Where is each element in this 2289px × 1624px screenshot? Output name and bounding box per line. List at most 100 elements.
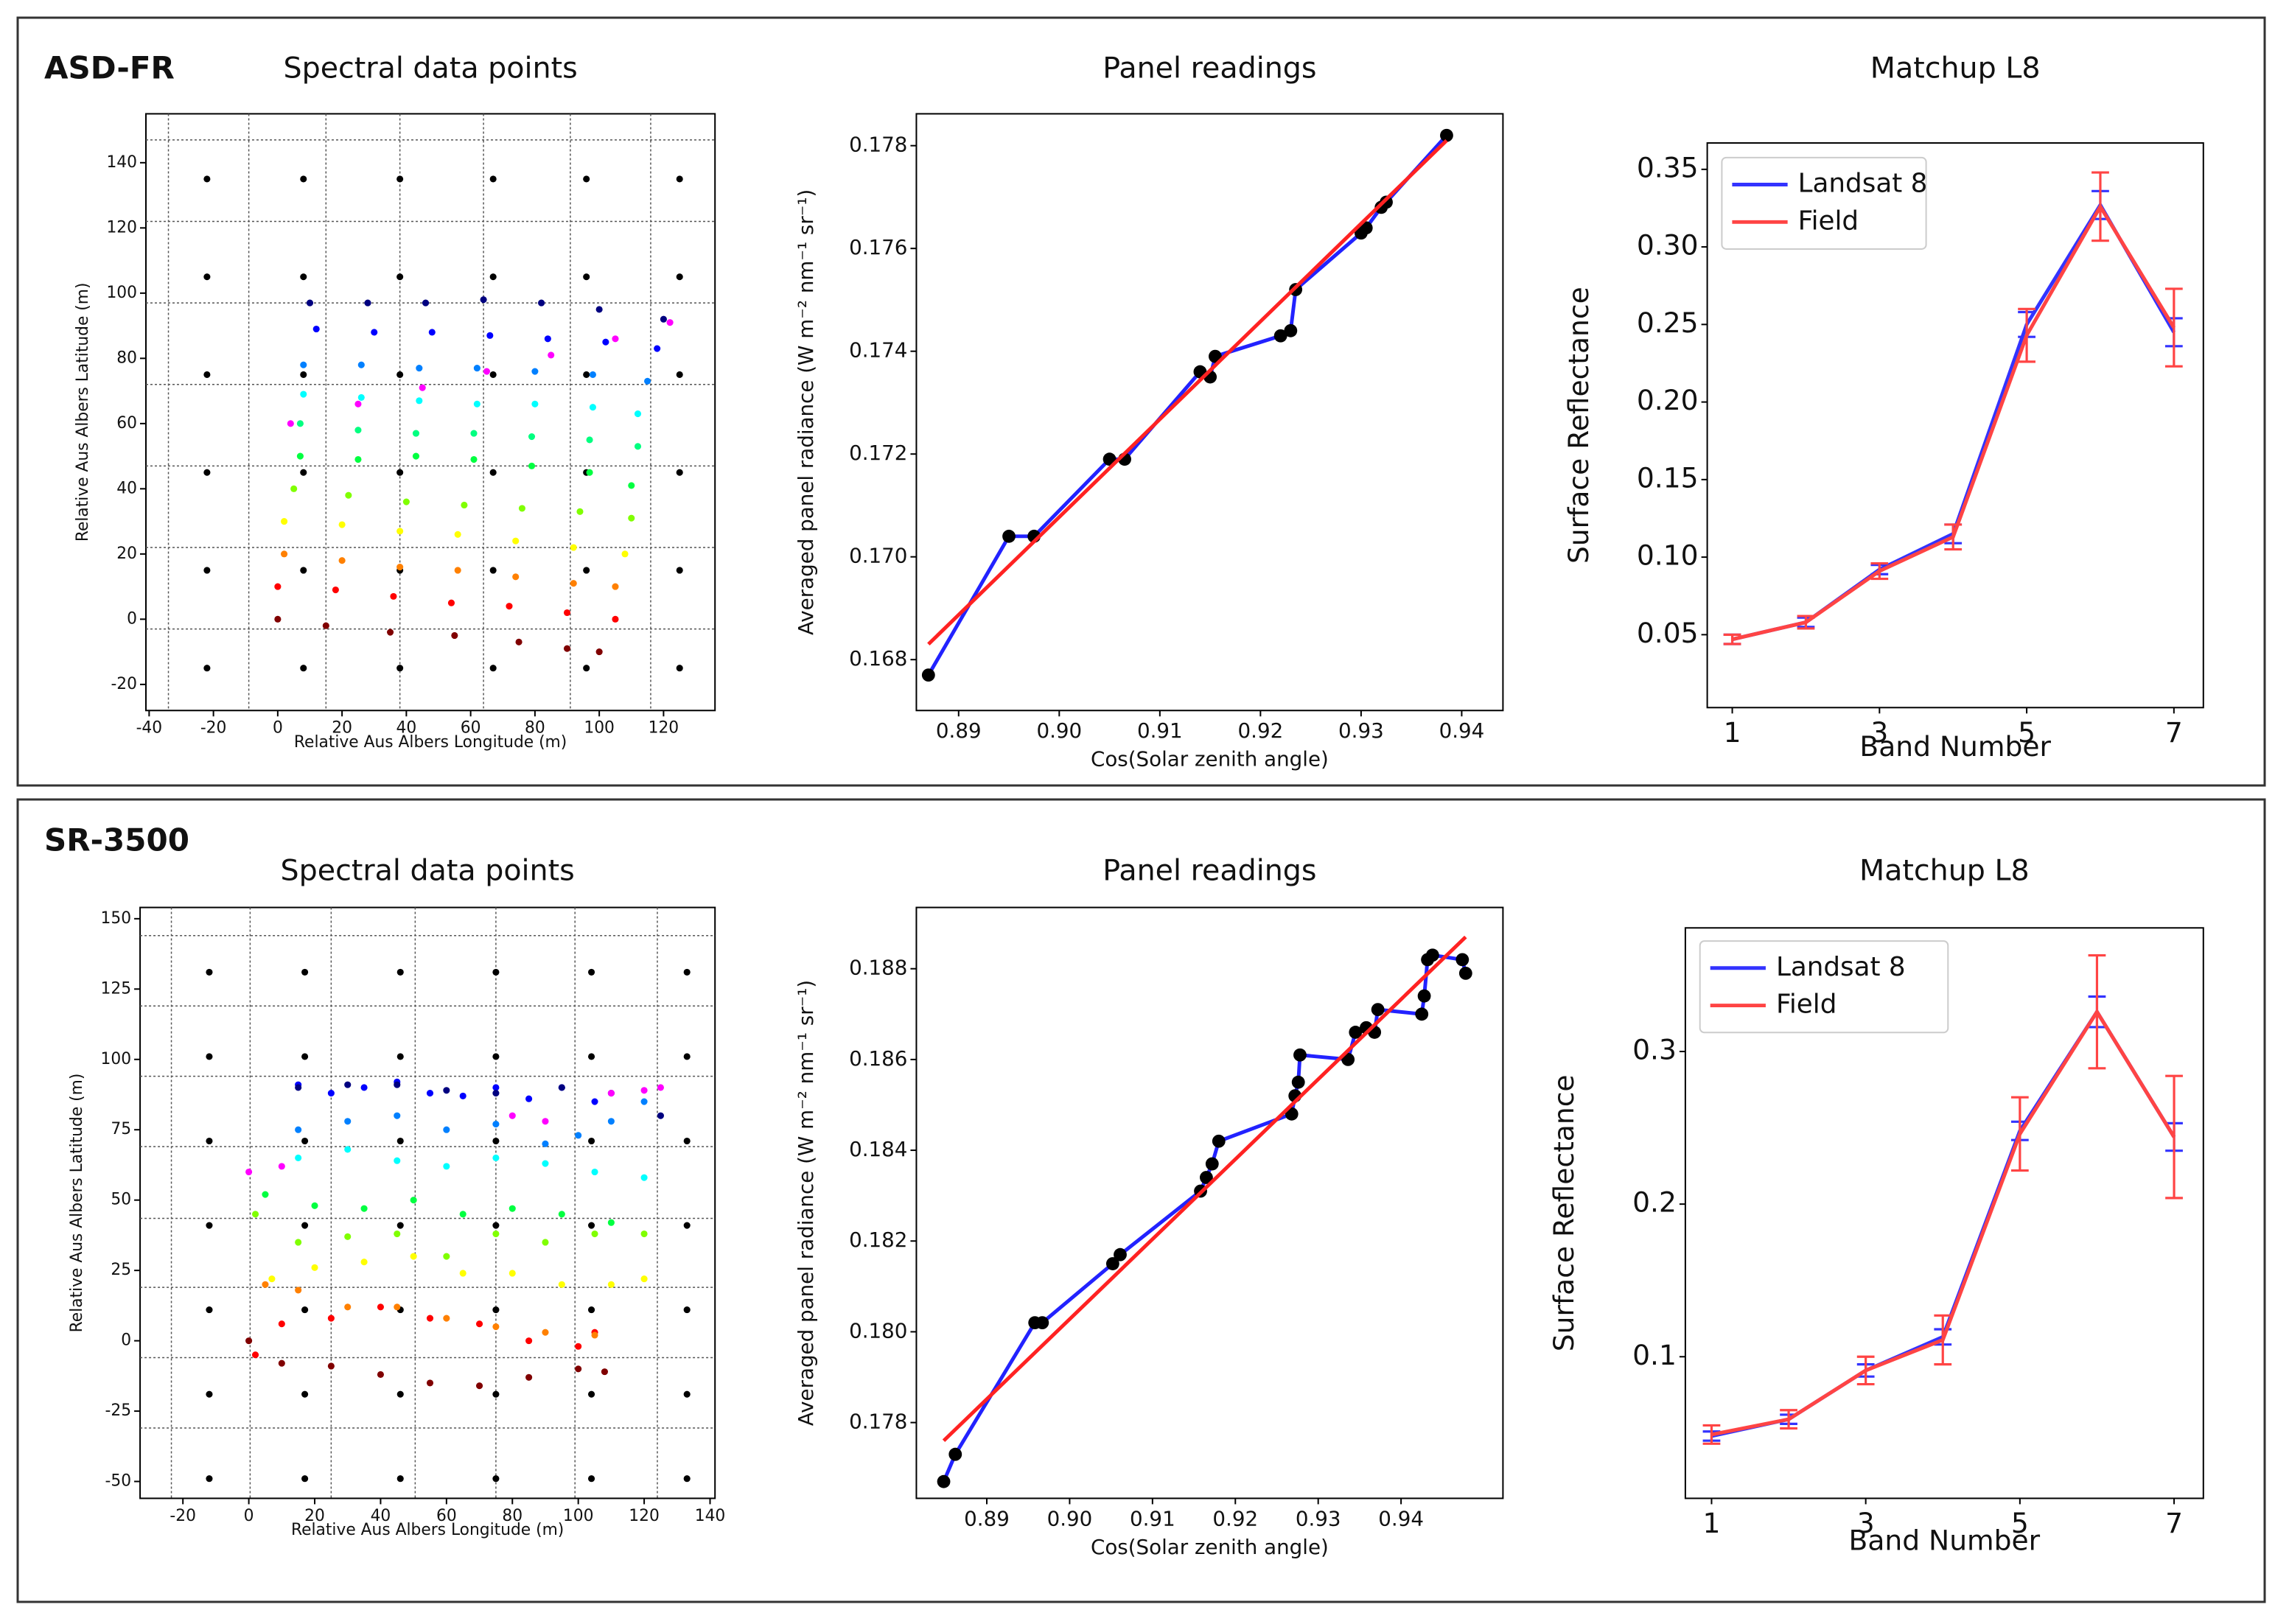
x-tick-label: 1 (1724, 716, 1741, 749)
error-bar (2165, 1074, 2183, 1200)
point (312, 325, 320, 333)
point (589, 371, 596, 379)
point (660, 315, 667, 323)
point (301, 1475, 309, 1483)
point (634, 410, 642, 418)
point (492, 1222, 500, 1229)
point (1359, 221, 1373, 235)
point (525, 1337, 533, 1345)
point (360, 1259, 368, 1266)
y-tick-label: 40 (116, 479, 137, 497)
y-tick-label: 100 (106, 284, 137, 302)
point (394, 1303, 401, 1311)
point (1425, 948, 1439, 962)
point (354, 455, 362, 463)
point (295, 1287, 302, 1294)
point (628, 482, 635, 489)
point (371, 329, 378, 336)
point (489, 567, 497, 574)
x-tick-label: 40 (371, 1507, 391, 1525)
x-axis-label: Cos(Solar zenith angle) (1091, 1535, 1329, 1559)
plot-area (145, 113, 716, 712)
y-tick-label: 140 (106, 153, 137, 172)
point (203, 567, 211, 574)
y-tick-label: 0.10 (1637, 539, 1699, 572)
error-bar-line (1870, 561, 1889, 581)
chart-title: Matchup L8 (1870, 52, 2041, 85)
point (676, 665, 683, 672)
point (396, 528, 404, 535)
point (575, 1343, 582, 1350)
point (396, 665, 404, 672)
x-axis-label: Band Number (1859, 730, 2051, 763)
point (542, 1118, 549, 1125)
point (570, 580, 577, 587)
point (489, 469, 497, 476)
line (927, 139, 1448, 646)
point (570, 544, 577, 551)
point (300, 469, 307, 476)
y-tick-label: 0.184 (849, 1137, 907, 1161)
y-tick-label: 120 (106, 218, 137, 237)
point (683, 1053, 691, 1060)
error-bar-line (1797, 615, 1815, 630)
x-tick-label: 0.93 (1296, 1506, 1341, 1530)
point (612, 615, 619, 623)
point (251, 1351, 259, 1359)
y-tick-label: 0.170 (849, 544, 907, 568)
x-tick-label: 0.89 (964, 1506, 1010, 1530)
y-axis-label: Averaged panel radiance (W m⁻² nm⁻¹ sr⁻¹… (794, 189, 818, 635)
point (506, 603, 513, 610)
point (591, 1331, 598, 1339)
x-tick-label: 0 (273, 719, 283, 738)
y-tick-label: 0.15 (1637, 461, 1699, 494)
y-tick-label: -20 (111, 675, 137, 693)
point (268, 1275, 276, 1283)
point (634, 443, 642, 450)
point (492, 1154, 500, 1161)
point (451, 631, 458, 640)
x-tick-label: 120 (649, 719, 679, 738)
point (459, 1270, 466, 1277)
plot-area (915, 906, 1504, 1499)
error-bar (1723, 633, 1741, 645)
x-axis-label: Band Number (1849, 1524, 2041, 1556)
point (327, 1362, 335, 1370)
point (602, 338, 609, 346)
point (683, 1475, 691, 1483)
point (654, 345, 661, 352)
line (942, 935, 1467, 1443)
point (492, 1090, 500, 1097)
point (396, 175, 404, 183)
point (1200, 1171, 1213, 1184)
point (402, 498, 410, 505)
error-bar-line (2010, 1096, 2029, 1172)
point (394, 1112, 401, 1119)
point (544, 335, 551, 343)
x-tick-label: 100 (584, 719, 615, 738)
point (345, 491, 352, 499)
panel-frame (16, 798, 2266, 1603)
point (278, 1320, 285, 1328)
error-bar-line (1723, 633, 1741, 645)
y-tick-label: 50 (111, 1191, 131, 1209)
y-tick-label: -25 (105, 1401, 132, 1420)
point (377, 1371, 384, 1378)
point (528, 462, 536, 469)
point (531, 368, 539, 375)
point (300, 361, 307, 368)
point (1212, 1134, 1226, 1148)
x-tick-label: 40 (396, 719, 417, 738)
point (459, 1211, 466, 1218)
point (332, 586, 339, 594)
point (509, 1270, 516, 1277)
y-tick-label: 0.180 (849, 1318, 907, 1343)
point (587, 1390, 595, 1398)
point (344, 1146, 352, 1153)
point (377, 1303, 384, 1311)
y-tick-label: 20 (116, 545, 137, 563)
chart-title: Panel readings (1102, 52, 1316, 85)
legend-label: Landsat 8 (1776, 952, 1906, 982)
point (203, 469, 211, 476)
point (396, 1137, 404, 1145)
